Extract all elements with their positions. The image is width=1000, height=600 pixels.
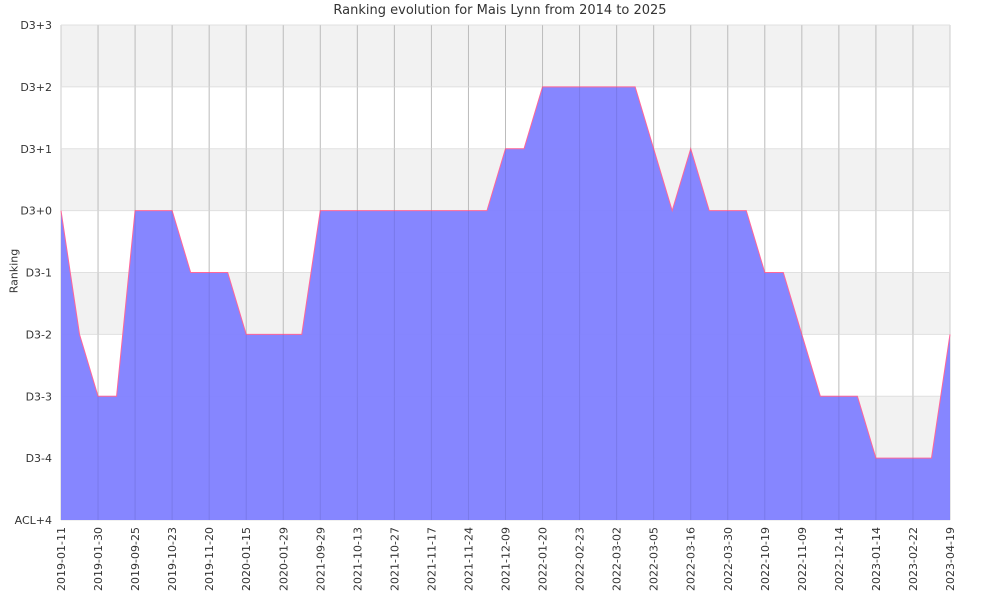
y-tick-label: D3-1 bbox=[26, 267, 52, 280]
x-tick-label: 2022-01-20 bbox=[537, 527, 550, 591]
y-tick-label: D3-3 bbox=[26, 390, 52, 403]
x-tick-label: 2021-11-17 bbox=[425, 527, 438, 591]
x-tick-label: 2022-02-23 bbox=[574, 527, 587, 591]
x-tick-label: 2021-10-13 bbox=[351, 527, 364, 591]
y-tick-labels: ACL+4 D3-4 D3-3 D3-2 D3-1 D3+0 D3+1 D3+2 D3+3 bbox=[15, 19, 52, 527]
x-tick-label: 2019-01-30 bbox=[92, 527, 105, 591]
x-tick-label: 2022-12-14 bbox=[833, 527, 846, 591]
x-tick-label: 2021-11-24 bbox=[462, 527, 475, 591]
y-tick-label: D3+2 bbox=[20, 81, 52, 94]
x-tick-label: 2019-01-11 bbox=[55, 527, 68, 591]
y-tick-label: D3+3 bbox=[20, 19, 52, 32]
x-tick-label: 2023-04-19 bbox=[944, 527, 957, 591]
x-tick-label: 2019-10-23 bbox=[166, 527, 179, 591]
x-tick-label: 2022-03-30 bbox=[722, 527, 735, 591]
x-tick-label: 2022-03-05 bbox=[648, 527, 661, 591]
series-line bbox=[60, 86, 951, 459]
x-tick-label: 2023-01-14 bbox=[870, 527, 883, 591]
x-tick-label: 2021-09-29 bbox=[314, 527, 327, 591]
series-layer bbox=[60, 25, 951, 520]
y-tick-label: D3-2 bbox=[26, 328, 52, 341]
x-tick-label: 2019-11-20 bbox=[203, 527, 216, 591]
x-tick-label: 2021-10-27 bbox=[388, 527, 401, 591]
x-tick-label: 2019-09-25 bbox=[129, 527, 142, 591]
x-tick-labels: 2019-01-11 2019-01-30 2019-09-25 2019-10-23… bbox=[55, 527, 957, 591]
x-tick-label: 2023-02-22 bbox=[907, 527, 920, 591]
x-tick-label: 2022-10-19 bbox=[759, 527, 772, 591]
x-tick-label: 2020-01-15 bbox=[240, 527, 253, 591]
x-tick-label: 2021-12-09 bbox=[500, 527, 513, 591]
y-tick-label: D3+1 bbox=[20, 143, 52, 156]
chart-title: Ranking evolution for Mais Lynn from 201… bbox=[333, 3, 667, 18]
y-tick-label: D3+0 bbox=[20, 205, 52, 218]
x-tick-label: 2022-03-16 bbox=[685, 527, 698, 591]
series-area bbox=[61, 86, 950, 520]
y-tick-label: D3-4 bbox=[26, 452, 52, 465]
x-tick-label: 2020-01-29 bbox=[277, 527, 290, 591]
x-tick-label: 2022-03-02 bbox=[611, 527, 624, 591]
y-tick-label: ACL+4 bbox=[15, 514, 52, 527]
x-tick-label: 2022-11-09 bbox=[796, 527, 809, 591]
